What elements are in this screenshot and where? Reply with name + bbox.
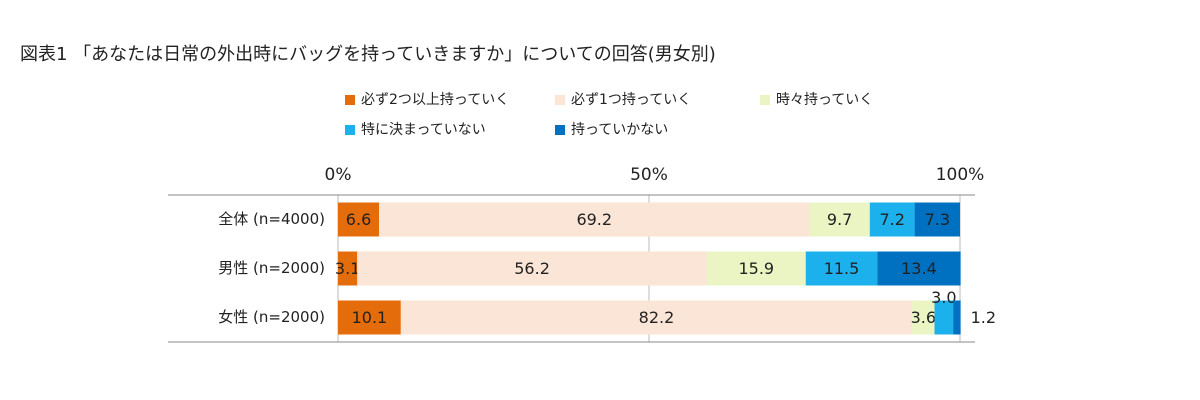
- value-label: 1.2: [971, 308, 996, 327]
- category-label: 男性 (n=2000): [218, 259, 325, 277]
- legend-swatch: [345, 95, 355, 105]
- value-label: 11.5: [824, 259, 860, 278]
- value-label: 69.2: [576, 210, 612, 229]
- legend-swatch: [555, 125, 565, 135]
- value-label: 10.1: [352, 308, 388, 327]
- legend-label: 時々持っていく: [776, 92, 873, 108]
- legend-label: 特に決まっていない: [361, 122, 486, 138]
- x-tick-label: 0%: [325, 165, 352, 185]
- value-label: 13.4: [901, 259, 937, 278]
- legend-label: 必ず1つ持っていく: [571, 92, 691, 108]
- value-label: 82.2: [639, 308, 675, 327]
- bar-segment: [706, 251, 806, 286]
- legend-label: 持っていかない: [571, 122, 668, 138]
- category-label: 全体 (n=4000): [218, 210, 325, 228]
- x-tick-label: 50%: [630, 165, 668, 185]
- legend-swatch: [555, 95, 565, 105]
- x-tick-label: 100%: [936, 165, 985, 185]
- bar-segment: [912, 300, 935, 335]
- chart-title: 図表1 「あなたは日常の外出時にバッグを持っていきますか」についての回答(男女別…: [20, 44, 716, 65]
- bar-segment: [914, 202, 960, 237]
- bar-segment: [809, 202, 870, 237]
- bar-segment: [953, 300, 961, 335]
- value-label: 9.7: [827, 210, 852, 229]
- value-label: 6.6: [346, 210, 371, 229]
- value-label: 56.2: [514, 259, 550, 278]
- bar-segment: [338, 202, 380, 237]
- bar-segment: [338, 251, 358, 286]
- value-label: 7.3: [925, 210, 950, 229]
- value-label: 15.9: [738, 259, 774, 278]
- category-label: 女性 (n=2000): [218, 308, 325, 326]
- value-label: 7.2: [879, 210, 904, 229]
- legend-label: 必ず2つ以上持っていく: [361, 92, 509, 108]
- bar-segment: [877, 251, 961, 286]
- bar-segment: [357, 251, 707, 286]
- legend-swatch: [345, 125, 355, 135]
- bar-segment: [338, 300, 401, 335]
- legend-swatch: [760, 95, 770, 105]
- bar-segment: [869, 202, 915, 237]
- bar-segment: [379, 202, 810, 237]
- value-label: 3.1: [335, 259, 360, 278]
- value-label: 3.6: [911, 308, 936, 327]
- value-label: 3.0: [931, 288, 956, 307]
- bar-segment: [400, 300, 913, 335]
- bar-segment: [805, 251, 878, 286]
- bar-segment: [934, 300, 954, 335]
